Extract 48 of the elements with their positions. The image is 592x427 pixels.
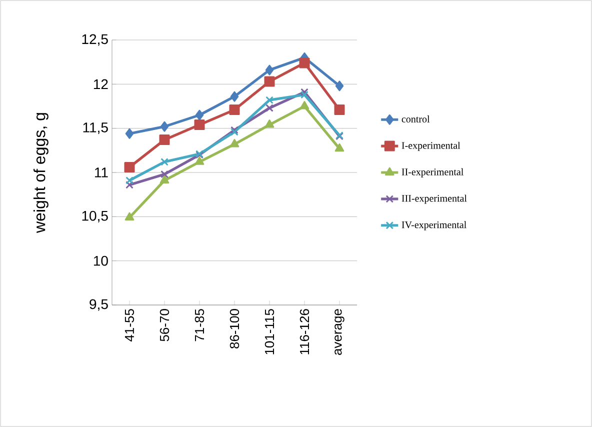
x-tick-label: average [334, 309, 344, 355]
point [300, 90, 308, 99]
point [264, 120, 274, 128]
point [159, 134, 170, 146]
point [266, 104, 274, 112]
point [299, 58, 310, 68]
x-tick-label: 71-85 [194, 309, 204, 342]
point [266, 96, 274, 104]
point [160, 175, 170, 184]
point [194, 156, 204, 165]
x-tick-label: 41-55 [124, 309, 134, 342]
point [300, 88, 308, 96]
legend-label: control [402, 115, 430, 122]
y-tick-label: 12 [94, 79, 108, 90]
point [300, 100, 310, 110]
y-tick-label: 11 [95, 168, 108, 178]
legend-label: I-experimental [402, 142, 460, 151]
point [160, 121, 169, 132]
point [124, 212, 134, 221]
point [195, 110, 204, 120]
legend-label: III-experimental [402, 194, 467, 204]
x-tick-label: 116-126 [300, 309, 310, 354]
point [335, 80, 344, 92]
point [229, 104, 240, 116]
point [334, 104, 345, 116]
point [160, 170, 168, 178]
point [230, 138, 240, 148]
point [126, 180, 134, 189]
y-axis-title: weight of eggs, g [34, 113, 48, 233]
x-tick-label: 56-70 [160, 309, 170, 342]
x-tick-label: 86-100 [230, 309, 240, 348]
point [160, 158, 168, 166]
point [126, 176, 134, 184]
legend-label: IV-experimental [402, 221, 466, 230]
y-tick-label: 12,5 [82, 34, 108, 46]
y-tick-label: 11,5 [83, 122, 108, 134]
legend-label: II-experimental [402, 168, 464, 178]
x-tick-label: 101-115 [264, 309, 274, 354]
point [264, 76, 275, 87]
point [194, 120, 205, 130]
point [265, 64, 274, 76]
y-tick-label: 10 [94, 256, 108, 266]
y-tick-label: 10,5 [82, 210, 108, 222]
y-tick-label: 9,5 [90, 299, 108, 311]
point [124, 162, 135, 172]
point [230, 91, 239, 102]
point [334, 143, 344, 152]
point [125, 128, 134, 139]
